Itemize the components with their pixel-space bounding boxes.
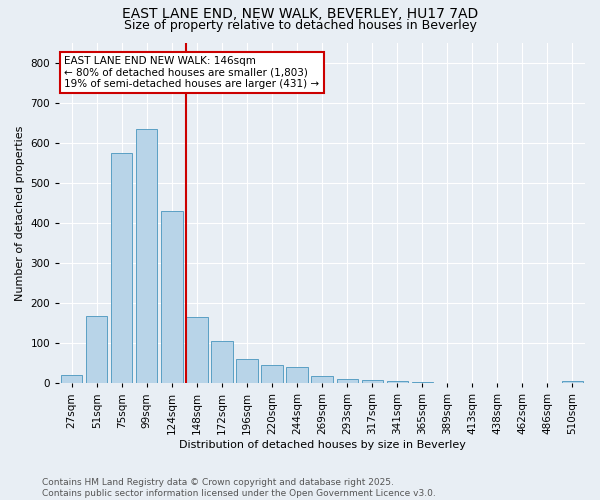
Bar bbox=[337, 380, 358, 384]
Bar bbox=[86, 316, 107, 384]
Bar bbox=[286, 368, 308, 384]
Bar bbox=[236, 359, 257, 384]
Bar bbox=[362, 380, 383, 384]
Bar bbox=[311, 376, 333, 384]
Bar bbox=[136, 128, 157, 384]
X-axis label: Distribution of detached houses by size in Beverley: Distribution of detached houses by size … bbox=[179, 440, 466, 450]
Bar bbox=[161, 211, 182, 384]
Bar bbox=[262, 365, 283, 384]
Text: Contains HM Land Registry data © Crown copyright and database right 2025.
Contai: Contains HM Land Registry data © Crown c… bbox=[42, 478, 436, 498]
Text: EAST LANE END NEW WALK: 146sqm
← 80% of detached houses are smaller (1,803)
19% : EAST LANE END NEW WALK: 146sqm ← 80% of … bbox=[64, 56, 320, 90]
Bar bbox=[61, 376, 82, 384]
Text: Size of property relative to detached houses in Beverley: Size of property relative to detached ho… bbox=[124, 18, 476, 32]
Y-axis label: Number of detached properties: Number of detached properties bbox=[15, 125, 25, 300]
Text: EAST LANE END, NEW WALK, BEVERLEY, HU17 7AD: EAST LANE END, NEW WALK, BEVERLEY, HU17 … bbox=[122, 8, 478, 22]
Bar bbox=[386, 382, 408, 384]
Bar bbox=[412, 382, 433, 384]
Bar bbox=[111, 153, 133, 384]
Bar bbox=[562, 382, 583, 384]
Bar bbox=[211, 341, 233, 384]
Bar bbox=[186, 317, 208, 384]
